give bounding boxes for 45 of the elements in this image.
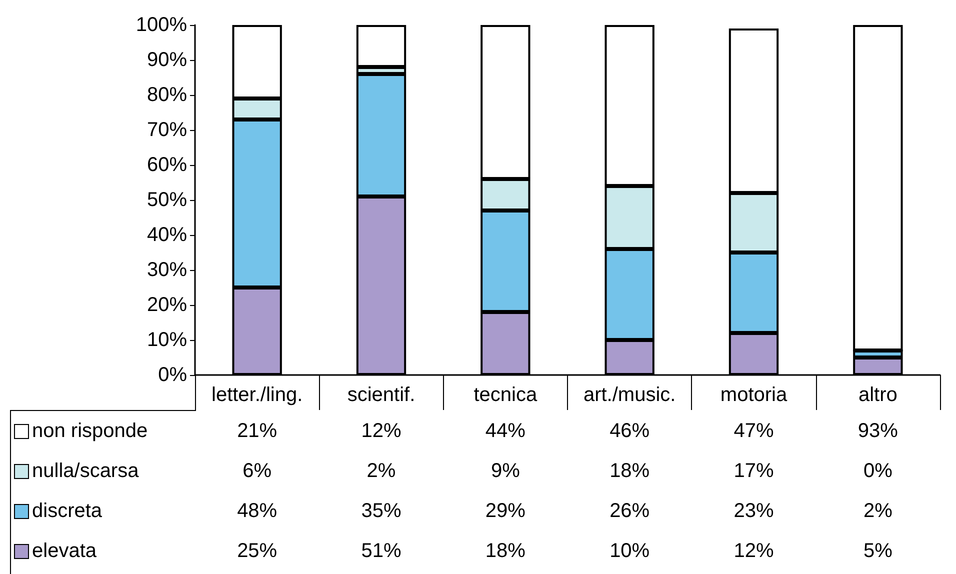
data-label: 93% bbox=[856, 420, 899, 443]
data-label: 12% bbox=[732, 540, 775, 563]
y-tick-label: 30% bbox=[146, 259, 188, 281]
legend-label: discreta bbox=[32, 500, 102, 523]
data-label: 46% bbox=[608, 420, 651, 443]
data-label: 48% bbox=[236, 500, 278, 523]
data-label: 47% bbox=[732, 420, 775, 443]
y-tick-label: 0% bbox=[158, 364, 188, 386]
data-label: 17% bbox=[732, 460, 775, 483]
data-label: 0% bbox=[862, 460, 894, 483]
data-label: 2% bbox=[862, 500, 894, 523]
data-label: 9% bbox=[490, 460, 521, 483]
x-tick-label: art./music. bbox=[583, 384, 676, 406]
x-tick-label: tecnica bbox=[474, 384, 538, 406]
data-label: 18% bbox=[608, 460, 651, 483]
y-tick-label: 50% bbox=[146, 189, 188, 211]
x-tick-label: altro bbox=[858, 384, 898, 406]
y-tick-label: 100% bbox=[136, 14, 188, 36]
legend-label: nulla/scarsa bbox=[32, 460, 139, 483]
data-label: 12% bbox=[360, 420, 402, 443]
data-label: 21% bbox=[236, 420, 278, 443]
y-tick-label: 60% bbox=[146, 154, 188, 176]
data-label: 6% bbox=[242, 460, 273, 483]
y-tick-label: 70% bbox=[146, 119, 188, 141]
data-label: 35% bbox=[360, 500, 402, 523]
data-label: 26% bbox=[608, 500, 651, 523]
x-tick-label: scientif. bbox=[347, 384, 416, 406]
data-label: 29% bbox=[484, 500, 526, 523]
data-label: 10% bbox=[608, 540, 651, 563]
data-label: 5% bbox=[862, 540, 894, 563]
legend-label: non risponde bbox=[32, 420, 148, 443]
y-tick-label: 90% bbox=[146, 49, 188, 71]
y-tick-label: 10% bbox=[146, 329, 188, 351]
y-tick-label: 80% bbox=[146, 84, 188, 106]
y-tick-label: 20% bbox=[146, 294, 188, 316]
data-label: 2% bbox=[366, 460, 397, 483]
data-label: 25% bbox=[236, 540, 278, 563]
data-label: 18% bbox=[484, 540, 526, 563]
y-tick-label: 40% bbox=[146, 224, 188, 246]
data-label: 23% bbox=[732, 500, 775, 523]
legend-label: elevata bbox=[32, 540, 96, 563]
x-tick-label: motoria bbox=[720, 384, 788, 406]
x-tick-label: letter./ling. bbox=[211, 384, 303, 406]
data-label: 51% bbox=[360, 540, 402, 563]
data-label: 44% bbox=[484, 420, 526, 443]
